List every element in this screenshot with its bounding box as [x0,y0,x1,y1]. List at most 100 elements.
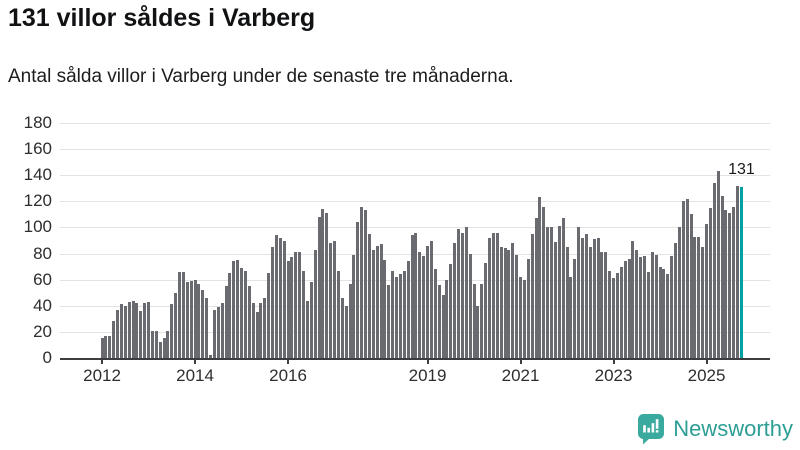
bar [697,236,701,358]
bar [116,309,120,358]
bar [650,252,654,358]
bar [538,197,542,358]
bar [197,283,201,358]
bar [666,274,670,358]
bar [112,321,116,358]
bar [720,196,724,358]
y-axis-tick-label: 140 [23,165,52,185]
bar [491,232,495,358]
bar [336,270,340,358]
brand-footer: Newsworthy [637,413,793,445]
bar [127,301,131,358]
bar [515,254,519,358]
y-axis-tick-label: 0 [42,348,52,367]
bar [154,330,158,358]
bar [402,270,406,358]
bar [224,286,228,358]
x-axis-tick-label: 2023 [594,366,633,385]
bar [317,217,321,358]
y-axis-tick-label: 40 [33,295,52,315]
bar [526,258,530,358]
gridline [60,227,770,229]
x-axis-tick [519,358,522,364]
bar [209,355,213,358]
x-axis-tick [426,358,429,364]
bar [379,244,383,358]
bar [406,261,410,358]
y-axis-tick-label: 160 [23,139,52,159]
highlight-value-label: 131 [728,160,755,178]
bar [201,290,205,358]
bar [569,277,573,358]
bar [736,185,740,358]
bar [267,273,271,358]
bar [445,279,449,358]
bar [410,235,414,358]
bar [553,241,557,358]
gridline [60,201,770,203]
bar [716,171,720,358]
bar [685,198,689,358]
chart-title: 131 villor såldes i Varberg [8,4,316,32]
bar [123,305,127,358]
bar [677,227,681,358]
x-axis-tick [612,358,615,364]
bar [371,249,375,358]
bar [639,257,643,358]
bar [383,260,387,358]
bar [181,271,185,358]
bar [588,247,592,358]
bar [596,237,600,358]
bar [139,311,143,358]
bar [325,213,329,358]
bar [100,338,104,358]
bar [522,279,526,358]
gridline [60,175,770,177]
newsworthy-logo-icon [638,413,665,444]
bar [658,266,662,358]
bar [468,253,472,358]
bar [581,237,585,358]
bar [689,214,693,358]
x-axis-line [60,358,770,360]
bar [185,282,189,358]
bar [433,269,437,358]
bar [732,206,736,358]
bar [212,309,216,358]
x-axis-tick-label: 2016 [269,366,307,385]
bar [612,278,616,358]
y-axis-tick-label: 20 [33,321,52,341]
bar [724,210,728,358]
bar [360,206,364,358]
bar [712,183,716,358]
y-axis-tick-label: 180 [23,113,52,132]
bar [550,227,554,358]
bar [631,240,635,358]
bar [414,232,418,358]
bar [236,260,240,358]
bar [243,270,247,358]
bar [457,228,461,358]
bar [701,247,705,358]
bar [220,303,224,358]
bar [674,243,678,358]
bar [271,247,275,358]
bar [577,227,581,358]
bar [573,258,577,358]
x-axis-tick [705,358,708,364]
bar [158,342,162,358]
bar [441,295,445,358]
bar [472,283,476,358]
bar [367,233,371,358]
bar [329,243,333,358]
bar [387,284,391,358]
bar [108,335,112,358]
bar [364,210,368,358]
y-axis-tick-label: 120 [23,191,52,211]
bar [232,261,236,358]
bar [205,297,209,358]
bar [344,305,348,358]
bar [708,207,712,358]
